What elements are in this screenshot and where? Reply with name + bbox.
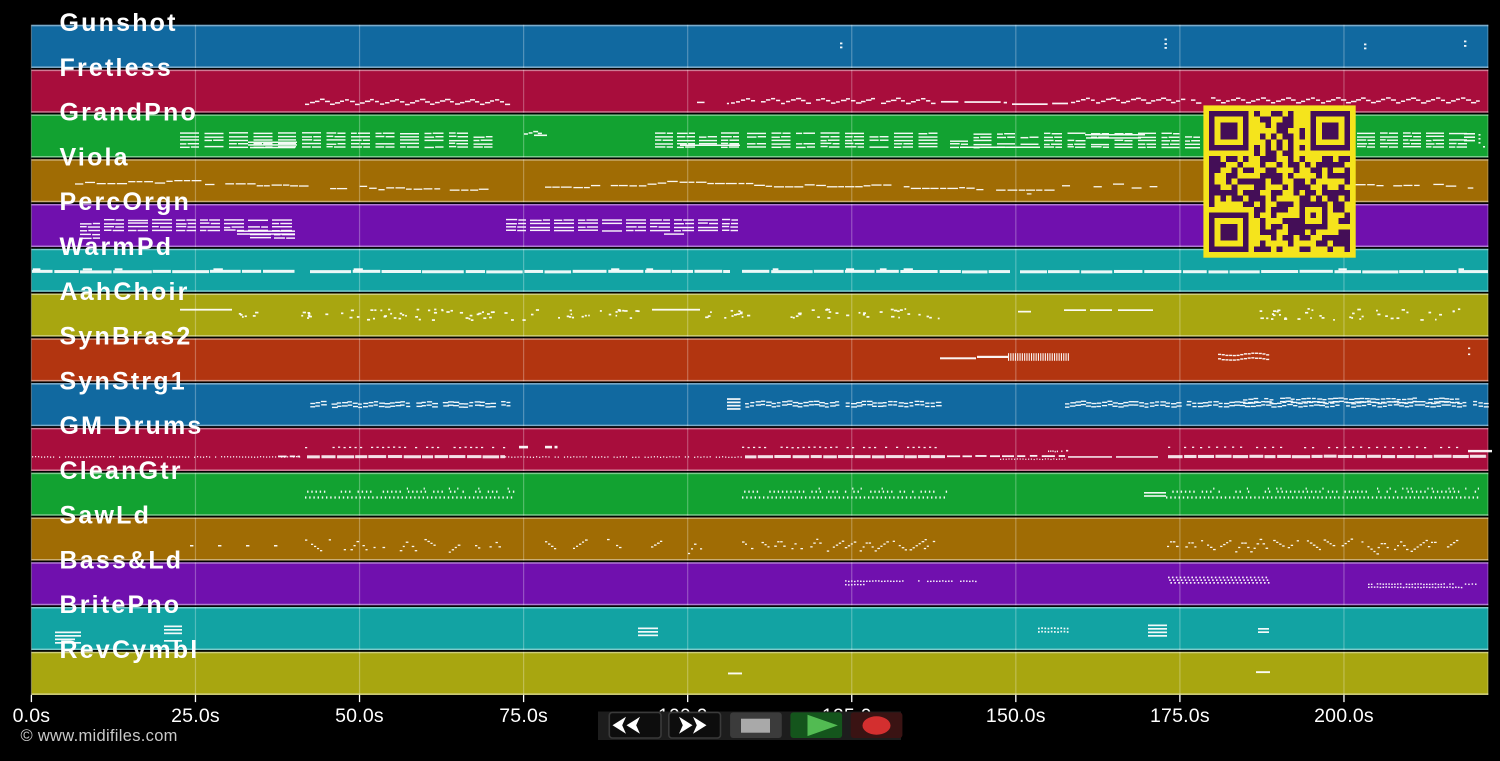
svg-text:Bass&Ld: Bass&Ld [60, 547, 184, 575]
svg-text:© www.midifiles.com: © www.midifiles.com [21, 727, 178, 745]
svg-text:Gunshot: Gunshot [60, 9, 178, 37]
svg-text:SynStrg1: SynStrg1 [60, 367, 187, 395]
svg-text:SynBras2: SynBras2 [60, 323, 193, 351]
svg-text:SawLd: SawLd [60, 502, 152, 530]
svg-text:AahChoir: AahChoir [60, 278, 190, 306]
svg-text:75.0s: 75.0s [499, 705, 548, 727]
svg-text:CleanGtr: CleanGtr [60, 457, 183, 485]
svg-text:BritePno: BritePno [60, 591, 182, 619]
svg-text:GrandPno: GrandPno [60, 99, 198, 127]
svg-text:0.0s: 0.0s [13, 705, 51, 727]
svg-text:150.0s: 150.0s [986, 705, 1046, 727]
svg-text:175.0s: 175.0s [1150, 705, 1210, 727]
svg-text:WarmPd: WarmPd [60, 233, 174, 261]
svg-text:RevCymbl: RevCymbl [60, 636, 200, 664]
svg-text:GM Drums: GM Drums [60, 412, 204, 440]
svg-text:Fretless: Fretless [60, 54, 174, 82]
svg-text:PercOrgn: PercOrgn [60, 188, 192, 216]
svg-text:Viola: Viola [60, 143, 130, 171]
svg-text:25.0s: 25.0s [171, 705, 220, 727]
svg-text:200.0s: 200.0s [1314, 705, 1374, 727]
svg-text:50.0s: 50.0s [335, 705, 384, 727]
